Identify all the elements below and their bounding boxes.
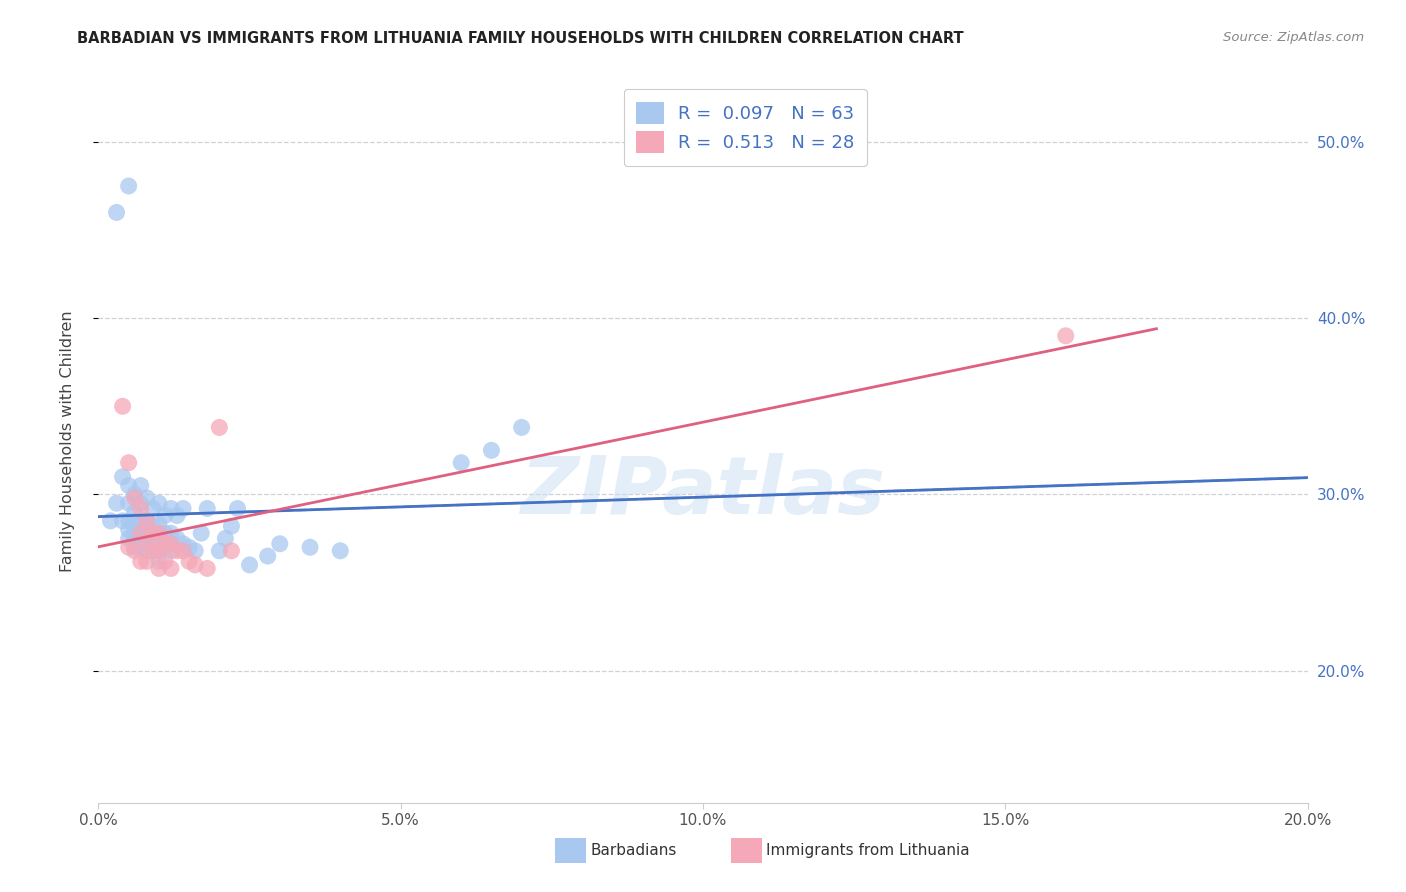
Point <box>510 420 533 434</box>
Point <box>124 505 146 519</box>
Point <box>148 561 170 575</box>
Point <box>124 523 146 537</box>
Point <box>118 514 141 528</box>
Point <box>184 558 207 572</box>
Point <box>111 514 134 528</box>
Point <box>329 543 352 558</box>
Point <box>148 532 170 546</box>
Point <box>221 543 243 558</box>
Point <box>135 537 157 551</box>
Point <box>142 501 165 516</box>
Point <box>118 179 141 194</box>
Point <box>172 537 194 551</box>
Point <box>148 543 170 558</box>
Point <box>172 501 194 516</box>
Text: BARBADIAN VS IMMIGRANTS FROM LITHUANIA FAMILY HOUSEHOLDS WITH CHILDREN CORRELATI: BARBADIAN VS IMMIGRANTS FROM LITHUANIA F… <box>77 31 965 46</box>
Point <box>256 549 278 563</box>
Point <box>1054 328 1077 343</box>
Point <box>142 526 165 541</box>
Point <box>166 532 188 546</box>
Point <box>179 541 201 555</box>
Point <box>105 496 128 510</box>
Point <box>166 508 188 523</box>
Point <box>153 554 176 568</box>
Point <box>481 443 503 458</box>
Point <box>124 487 146 501</box>
Point <box>135 537 157 551</box>
Point <box>208 420 231 434</box>
Point <box>160 561 183 575</box>
Point <box>190 526 212 541</box>
Point <box>124 491 146 505</box>
Point <box>195 501 218 516</box>
Point <box>142 519 165 533</box>
Point <box>153 508 176 523</box>
Point <box>214 532 236 546</box>
Point <box>160 501 183 516</box>
Point <box>221 519 243 533</box>
Point <box>111 399 134 413</box>
Point <box>124 543 146 558</box>
Y-axis label: Family Households with Children: Family Households with Children <box>60 310 75 573</box>
Point <box>450 456 472 470</box>
Point <box>105 205 128 219</box>
Point <box>160 537 183 551</box>
Point <box>184 543 207 558</box>
Point <box>148 496 170 510</box>
Point <box>118 541 141 555</box>
Point <box>226 501 249 516</box>
Point <box>124 532 146 546</box>
Point <box>118 496 141 510</box>
Point <box>135 491 157 505</box>
Point <box>239 558 262 572</box>
Text: Source: ZipAtlas.com: Source: ZipAtlas.com <box>1223 31 1364 45</box>
Point <box>100 514 122 528</box>
Point <box>118 523 141 537</box>
Point <box>129 541 152 555</box>
Point <box>129 496 152 510</box>
Text: Barbadians: Barbadians <box>591 844 676 858</box>
Point <box>142 532 165 546</box>
Point <box>135 554 157 568</box>
Point <box>129 478 152 492</box>
Point <box>160 543 183 558</box>
Point <box>269 537 291 551</box>
Point <box>129 532 152 546</box>
Point <box>148 554 170 568</box>
Point <box>118 478 141 492</box>
Point <box>148 526 170 541</box>
Point <box>172 543 194 558</box>
Point <box>195 561 218 575</box>
Point <box>135 514 157 528</box>
Point <box>208 543 231 558</box>
Point <box>148 517 170 532</box>
Point <box>118 456 141 470</box>
Point <box>124 541 146 555</box>
Point <box>153 537 176 551</box>
Point <box>135 514 157 528</box>
Legend: R =  0.097   N = 63, R =  0.513   N = 28: R = 0.097 N = 63, R = 0.513 N = 28 <box>624 89 868 166</box>
Point <box>129 526 152 541</box>
Point <box>111 470 134 484</box>
Point <box>118 532 141 546</box>
Point <box>135 543 157 558</box>
Point <box>160 526 183 541</box>
Text: ZIPatlas: ZIPatlas <box>520 453 886 531</box>
Point <box>153 541 176 555</box>
Point <box>166 543 188 558</box>
Text: Immigrants from Lithuania: Immigrants from Lithuania <box>766 844 970 858</box>
Point <box>148 543 170 558</box>
Point <box>129 514 152 528</box>
Point <box>129 554 152 568</box>
Point <box>179 554 201 568</box>
Point <box>129 523 152 537</box>
Point <box>135 526 157 541</box>
Point <box>299 541 322 555</box>
Point <box>142 543 165 558</box>
Point <box>142 543 165 558</box>
Point <box>153 526 176 541</box>
Point <box>129 501 152 516</box>
Point <box>124 514 146 528</box>
